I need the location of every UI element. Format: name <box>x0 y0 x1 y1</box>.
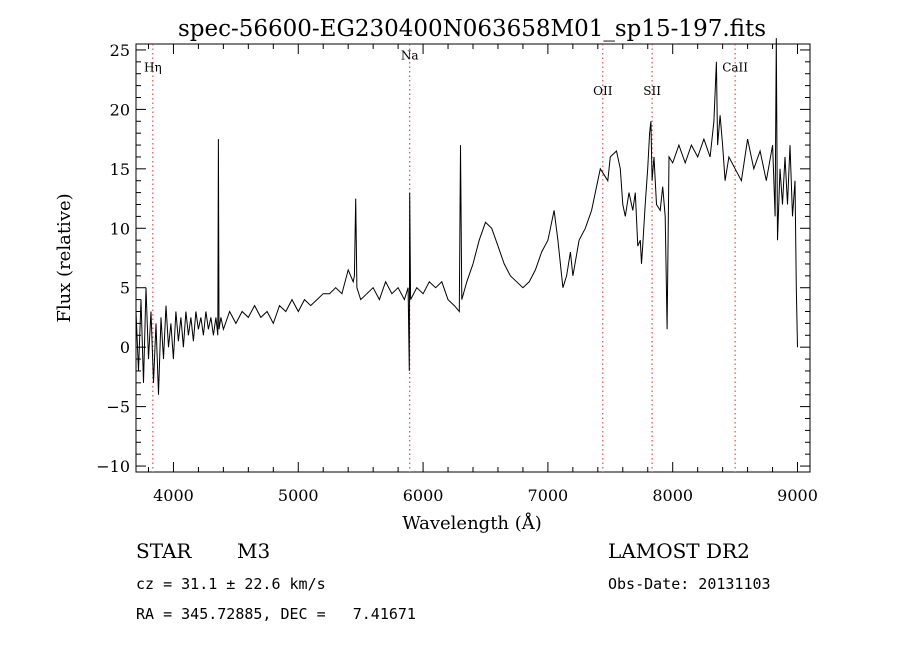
y-axis-label: Flux (relative) <box>54 193 75 322</box>
x-tick-labels: 4000 5000 6000 7000 8000 9000 <box>153 486 818 505</box>
object-class: STAR <box>136 539 192 563</box>
x-tick-label: 9000 <box>777 486 818 505</box>
y-tick-label: 15 <box>110 160 130 179</box>
axis-ticks <box>136 44 810 472</box>
observation-date: Obs-Date: 20131103 <box>608 575 771 593</box>
y-tick-label: 5 <box>120 279 130 298</box>
x-tick-label: 4000 <box>153 486 194 505</box>
y-tick-label: 10 <box>110 219 130 238</box>
redshift-velocity: cz = 31.1 ± 22.6 km/s <box>136 575 326 593</box>
x-tick-label: 8000 <box>652 486 693 505</box>
marker-label: CaII <box>722 60 748 74</box>
marker-label: Hη <box>144 60 162 74</box>
y-tick-labels: −10 −5 0 5 10 15 20 25 <box>96 41 130 476</box>
marker-label: SII <box>643 84 661 98</box>
sky-coordinates: RA = 345.72885, DEC = 7.41671 <box>136 605 416 623</box>
plot-frame <box>135 43 811 473</box>
survey-name: LAMOST DR2 <box>608 539 750 563</box>
x-axis-label: Wavelength (Å) <box>402 512 542 534</box>
y-tick-label: 20 <box>110 100 130 119</box>
y-tick-label: 25 <box>110 41 130 60</box>
y-tick-label: −5 <box>106 398 130 417</box>
x-tick-label: 7000 <box>528 486 569 505</box>
x-tick-label: 5000 <box>278 486 319 505</box>
chart-title: spec-56600-EG230400N063658M01_sp15-197.f… <box>178 16 766 42</box>
spectral-type: M3 <box>237 539 270 563</box>
marker-label: Na <box>401 48 419 62</box>
y-tick-label: −10 <box>96 457 130 476</box>
y-tick-label: 0 <box>120 338 130 357</box>
spectrum-series-line <box>135 38 798 395</box>
emission-line-markers: Hη Na OII SII CaII <box>144 44 748 472</box>
x-tick-label: 6000 <box>403 486 444 505</box>
marker-label: OII <box>593 84 613 98</box>
